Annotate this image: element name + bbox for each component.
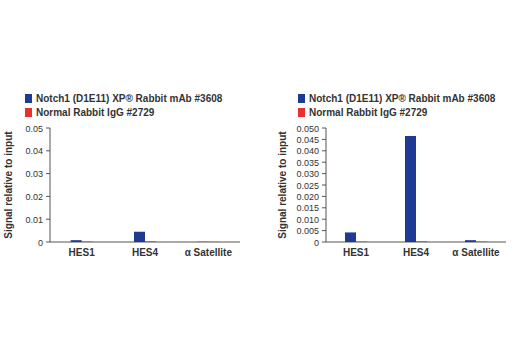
y-axis-line [50, 128, 51, 242]
y-tick [322, 173, 326, 174]
y-tick [322, 196, 326, 197]
legend-label: Normal Rabbit IgG #2729 [309, 107, 428, 118]
y-tick-label: 0.05 [25, 124, 43, 134]
y-tick-label: 0.050 [296, 124, 319, 134]
y-tick-label: 0 [38, 238, 43, 248]
bar [476, 241, 487, 242]
bar [134, 232, 145, 242]
y-tick [322, 207, 326, 208]
x-tick-label: HES4 [403, 247, 430, 258]
x-tick-label: HES1 [343, 247, 370, 258]
legend-label: Normal Rabbit IgG #2729 [36, 107, 155, 118]
bar [465, 240, 476, 242]
y-tick [322, 128, 326, 129]
bar [197, 241, 208, 242]
bar [82, 241, 93, 242]
bar [416, 241, 427, 242]
y-tick-label: 0.030 [296, 169, 319, 179]
y-axis-label: Signal relative to input [3, 131, 14, 239]
bar [145, 241, 156, 242]
legend-label: Notch1 (D1E11) XP® Rabbit mAb #3608 [309, 93, 496, 104]
y-tick [322, 162, 326, 163]
chart-root: Notch1 (D1E11) XP® Rabbit mAb #3608 Norma… [0, 0, 520, 350]
bars [71, 232, 220, 242]
y-tick-label: 0.035 [296, 158, 319, 168]
y-tick [46, 219, 50, 220]
bar [356, 241, 367, 242]
y-tick [322, 185, 326, 186]
y-tick [322, 242, 326, 243]
bar [345, 232, 356, 242]
bar [405, 136, 416, 242]
y-tick-label: 0.03 [25, 169, 43, 179]
bar [208, 241, 219, 242]
y-tick [46, 196, 50, 197]
bars [345, 136, 487, 242]
y-tick-label: 0.025 [296, 181, 319, 191]
x-tick-label: HES1 [69, 247, 96, 258]
y-tick-label: 0.005 [296, 226, 319, 236]
x-tick-label: α Satellite [185, 247, 233, 258]
legend-swatch [25, 94, 32, 103]
bar [71, 240, 82, 242]
y-tick-label: 0.010 [296, 215, 319, 225]
y-tick [46, 128, 50, 129]
y-tick-label: 0.01 [25, 215, 43, 225]
y-tick [322, 219, 326, 220]
y-tick [46, 242, 50, 243]
y-tick [46, 173, 50, 174]
x-tick-label: HES4 [132, 247, 159, 258]
y-tick-label: 0.045 [296, 135, 319, 145]
y-axis-label: Signal relative to input [277, 131, 288, 239]
y-axis-line [326, 128, 327, 242]
legend-swatch [25, 108, 32, 117]
legend-swatch [298, 108, 305, 117]
y-tick-label: 0.040 [296, 146, 319, 156]
legend-label: Notch1 (D1E11) XP® Rabbit mAb #3608 [36, 93, 223, 104]
y-tick-label: 0 [314, 238, 319, 248]
chart-panel: Notch1 (D1E11) XP® Rabbit mAb #3608 Norma… [3, 93, 240, 258]
y-tick [322, 139, 326, 140]
y-tick [322, 230, 326, 231]
y-tick [46, 150, 50, 151]
y-tick-label: 0.015 [296, 203, 319, 213]
legend-swatch [298, 94, 305, 103]
y-tick-label: 0.02 [25, 192, 43, 202]
y-tick-label: 0.020 [296, 192, 319, 202]
chart-panel: Notch1 (D1E11) XP® Rabbit mAb #3608 Norma… [277, 93, 506, 258]
y-tick-label: 0.04 [25, 146, 43, 156]
x-tick-label: α Satellite [452, 247, 500, 258]
y-tick [322, 150, 326, 151]
